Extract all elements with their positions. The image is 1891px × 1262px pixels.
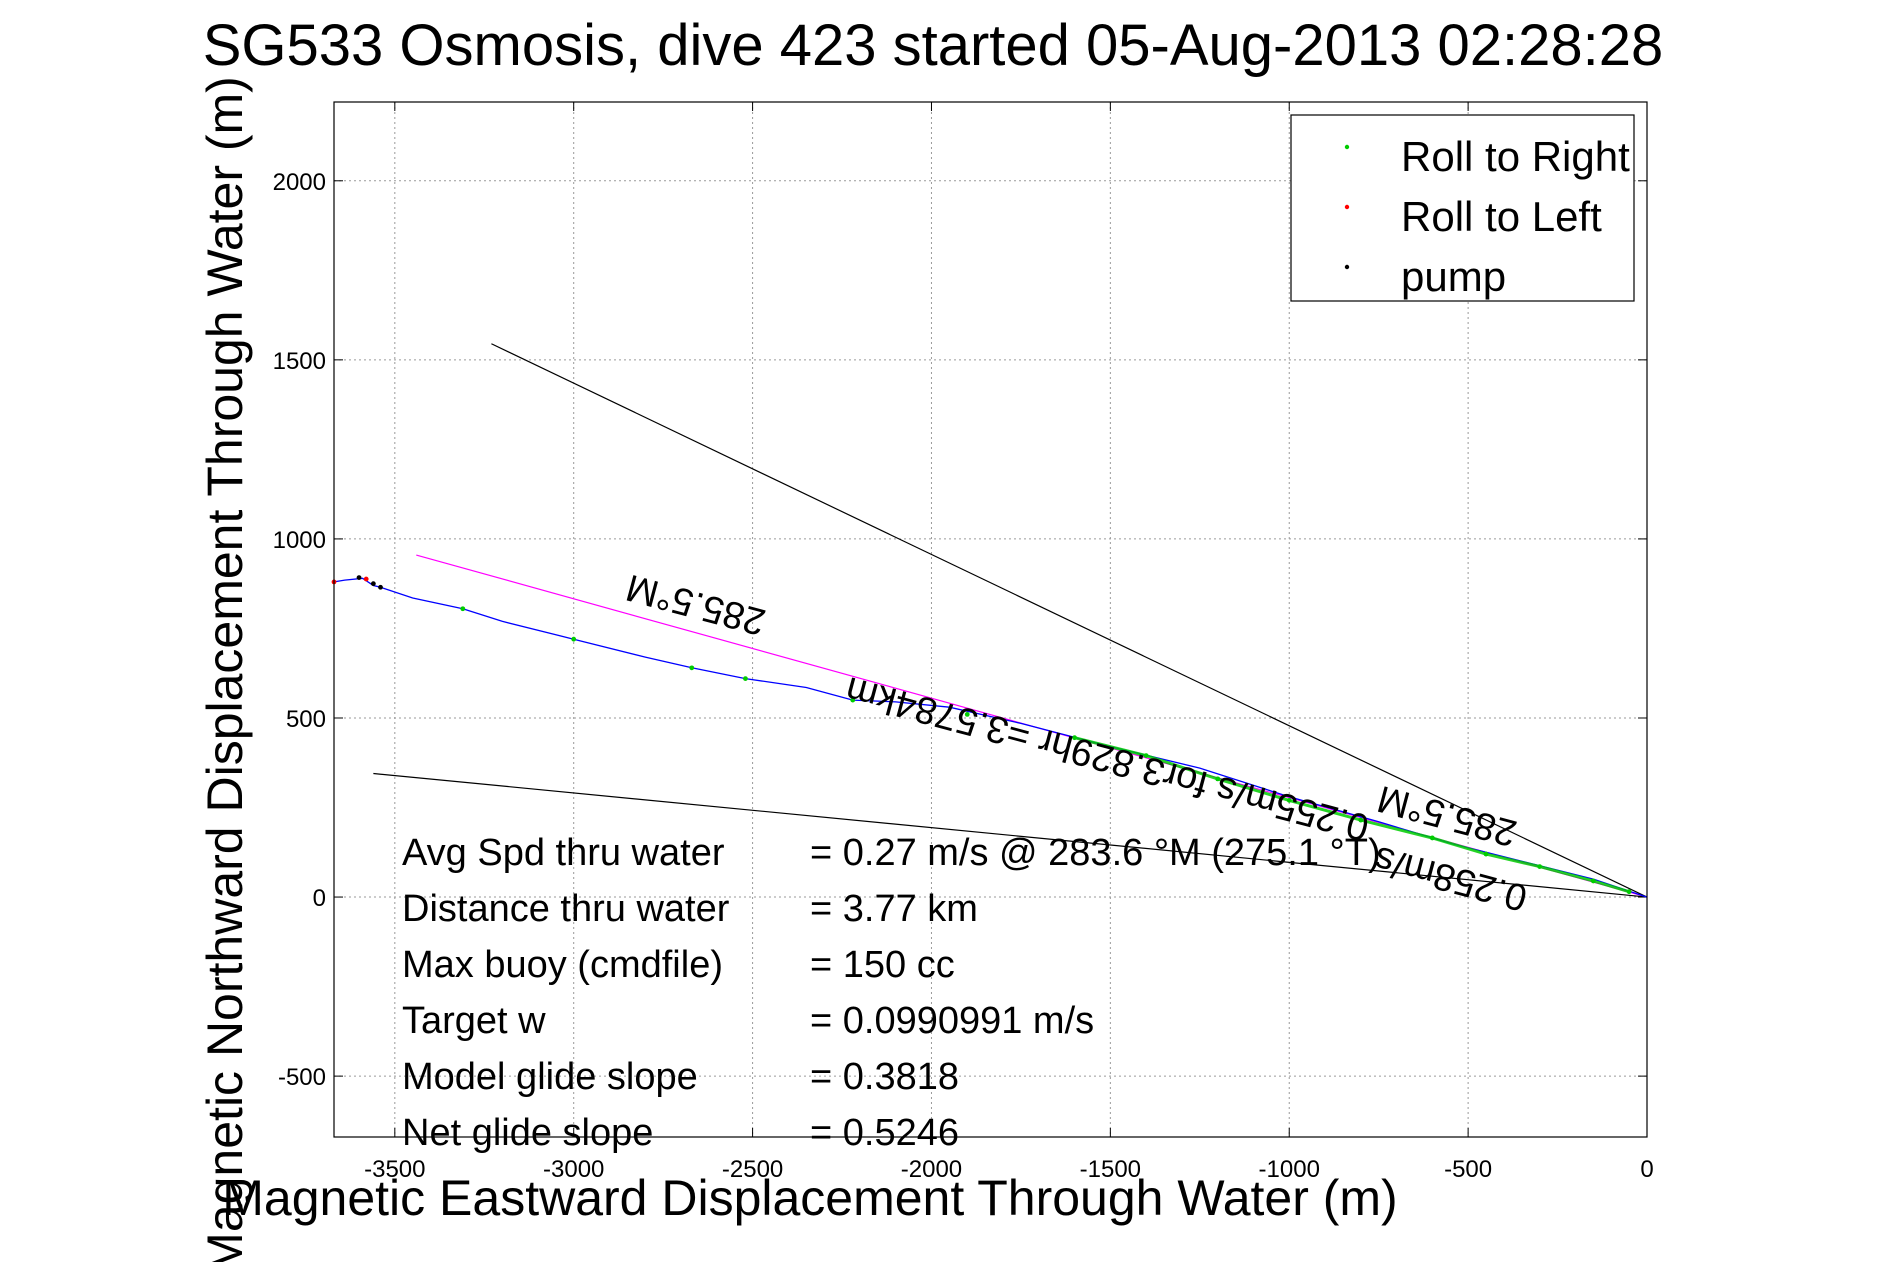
point-roll-to-right: [850, 697, 856, 703]
grid-layer: [334, 102, 1648, 1137]
x-tick-label: 0: [1640, 1156, 1653, 1183]
stat-label: Max buoy (cmdfile): [402, 944, 723, 986]
legend-label-roll-to-right: Roll to Right: [1401, 133, 1630, 180]
legend-label-roll-to-left: Roll to Left: [1401, 193, 1602, 240]
y-tick-label: 500: [286, 706, 326, 733]
point-pump: [370, 581, 376, 587]
point-roll-to-right: [460, 606, 466, 612]
tick-layer: -3500 -3000 -2500 -2000 -1500 -1000 -500 0 -500 0…: [273, 102, 1654, 1183]
series-roll-right-trace: [1074, 736, 1630, 894]
y-axis-title: Magnetic Northward Displacement Through …: [197, 76, 253, 1262]
point-roll-to-right: [689, 665, 695, 671]
y-tick-label: 0: [313, 885, 326, 912]
stat-value: = 0.5246: [810, 1112, 959, 1154]
stats-block: Avg Spd thru water = 0.27 m/s @ 283.6 °M …: [402, 832, 1381, 1154]
lower-bound-line: [373, 772, 1648, 898]
x-axis-title: Magnetic Eastward Displacement Through W…: [222, 1170, 1397, 1226]
y-tick-label: 1500: [273, 348, 326, 375]
point-pump: [356, 575, 362, 580]
point-roll-to-left: [363, 576, 369, 582]
point-roll-to-right: [571, 636, 577, 642]
stat-label: Avg Spd thru water: [402, 832, 725, 874]
legend-label-pump: pump: [1401, 253, 1506, 300]
x-tick-label: -3000: [543, 1156, 604, 1183]
legend-marker-roll-to-right: [1344, 144, 1350, 150]
x-tick-label: -2000: [901, 1156, 962, 1183]
legend: Roll to Right Roll to Left pump: [1290, 114, 1635, 302]
x-tick-label: -2500: [722, 1156, 783, 1183]
y-tick-label: 1000: [273, 527, 326, 554]
chart-title: SG533 Osmosis, dive 423 started 05-Aug-2…: [203, 13, 1664, 78]
x-tick-label: -1000: [1259, 1156, 1320, 1183]
stat-label: Net glide slope: [402, 1112, 653, 1154]
stat-label: Distance thru water: [402, 888, 730, 930]
stat-value: = 0.27 m/s @ 283.6 °M (275.1 °T): [810, 832, 1381, 874]
y-tick-label: -500: [278, 1064, 326, 1091]
series-layer: [331, 575, 1648, 898]
stat-value: = 0.3818: [810, 1056, 959, 1098]
stat-value: = 150 cc: [810, 944, 955, 986]
legend-marker-pump: [1344, 264, 1350, 270]
plot-frame: [333, 101, 1648, 1138]
legend-marker-roll-to-left: [1344, 204, 1350, 210]
x-tick-label: -1500: [1080, 1156, 1141, 1183]
x-tick-label: -500: [1444, 1156, 1492, 1183]
point-roll-to-right: [964, 712, 970, 717]
stat-value: = 0.0990991 m/s: [810, 1000, 1094, 1042]
x-tick-label: -3500: [364, 1156, 425, 1183]
point-pump: [378, 584, 383, 590]
stat-label: Model glide slope: [402, 1056, 698, 1098]
upper-bound-line: [491, 343, 1648, 898]
stat-value: = 3.77 km: [810, 888, 978, 930]
point-roll-to-right: [743, 676, 748, 681]
stat-label: Target w: [402, 1000, 546, 1042]
y-tick-label: 2000: [273, 169, 326, 196]
